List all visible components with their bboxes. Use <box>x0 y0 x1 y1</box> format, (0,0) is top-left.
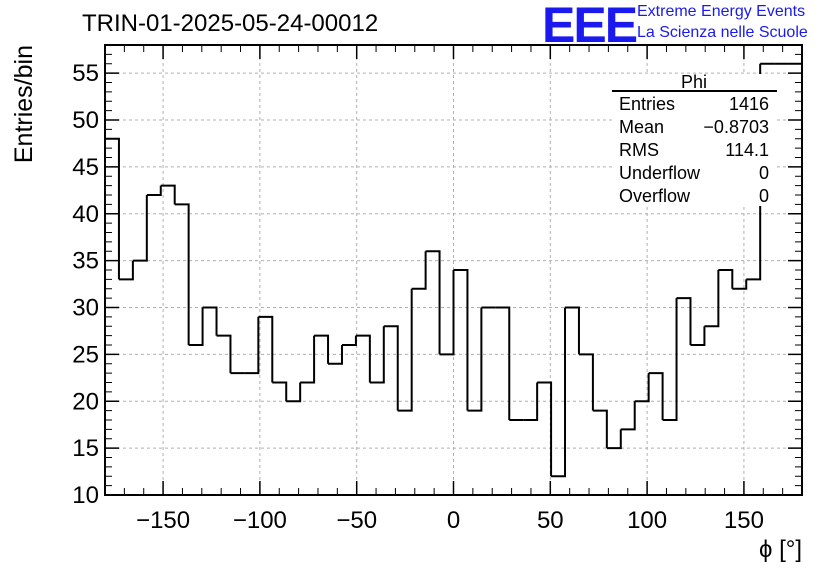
histogram-bin <box>634 373 650 403</box>
histogram-bin <box>146 185 162 196</box>
histogram-bin <box>718 269 734 289</box>
histogram-bin <box>662 298 678 421</box>
stats-box: Phi Entries 1416 Mean −0.8703 RMS 114.1 … <box>612 72 777 206</box>
histogram-bin <box>244 316 260 375</box>
y-tick-label: 40 <box>72 201 99 228</box>
histogram-bin <box>537 381 553 477</box>
histogram-bin <box>369 326 385 384</box>
histogram-bin <box>272 381 288 402</box>
chart-title: TRIN-01-2025-05-24-00012 <box>82 10 379 37</box>
x-tick-label: −150 <box>136 507 190 534</box>
x-tick-label: −50 <box>336 507 377 534</box>
stats-box-bg <box>612 74 777 206</box>
axis-ticks <box>105 45 802 496</box>
stats-name: Phi <box>681 72 707 92</box>
histogram-bin <box>495 306 511 420</box>
stats-label-underflow: Underflow <box>619 163 701 183</box>
histogram-bin <box>132 195 148 262</box>
histogram-bin <box>174 203 190 345</box>
x-tick-label: 50 <box>537 507 564 534</box>
stats-label-overflow: Overflow <box>619 186 691 206</box>
x-tick-label: 0 <box>447 507 460 534</box>
histogram-bin <box>397 288 413 412</box>
histogram-bin <box>523 382 539 421</box>
stats-label-rms: RMS <box>619 140 659 160</box>
histogram-bin <box>606 429 622 450</box>
histogram-bin <box>732 279 748 290</box>
stats-label-mean: Mean <box>619 117 664 137</box>
y-tick-label: 30 <box>72 295 99 322</box>
histogram-bin <box>592 409 608 449</box>
histogram-bin <box>453 269 469 411</box>
x-tick-label: −100 <box>233 507 287 534</box>
histogram-bin <box>439 270 455 356</box>
histogram-bin <box>160 184 176 205</box>
stats-value-underflow: 0 <box>759 163 769 183</box>
y-tick-label: 35 <box>72 248 99 275</box>
histogram-bin <box>258 315 274 383</box>
stats-label-entries: Entries <box>619 94 675 114</box>
y-tick-label: 50 <box>72 107 99 134</box>
histogram-bin <box>620 401 636 431</box>
histogram-bin <box>328 345 343 365</box>
stats-value-mean: −0.8703 <box>703 117 769 137</box>
histogram-bin <box>202 306 218 336</box>
y-tick-label: 45 <box>72 154 99 181</box>
histogram-bin <box>565 306 580 355</box>
stats-value-overflow: 0 <box>759 186 769 206</box>
stats-value-rms: 114.1 <box>725 140 769 160</box>
histogram-bin <box>690 326 706 346</box>
histogram-bin <box>286 382 302 403</box>
y-tick-label: 55 <box>72 60 99 87</box>
x-tick-label: 150 <box>724 507 764 534</box>
y-axis-label: Entries/bin <box>10 45 38 163</box>
histogram-bin <box>411 251 427 290</box>
histogram-bin <box>704 270 720 328</box>
y-tick-label: 15 <box>72 435 99 462</box>
histogram-bin <box>676 297 692 345</box>
histogram-bin <box>341 335 357 346</box>
y-tick-label: 20 <box>72 388 99 415</box>
histogram-bin <box>314 334 330 364</box>
histogram-series <box>104 62 802 495</box>
x-tick-label: 100 <box>627 507 667 534</box>
histogram-bin <box>467 307 483 412</box>
histogram-bin <box>425 250 441 355</box>
stats-value-entries: 1416 <box>729 94 769 114</box>
histogram-bin <box>578 353 594 411</box>
histogram-bin <box>118 260 134 281</box>
histogram-bin <box>383 325 399 411</box>
logo-subtitle-2: La Scienza nelle Scuole <box>637 24 808 41</box>
x-axis-label: ϕ [°] <box>759 536 802 563</box>
histogram-bin <box>216 334 232 374</box>
x-tick-labels: −150 −100 −50 0 50 100 150 <box>136 507 764 534</box>
y-tick-label: 10 <box>72 482 99 509</box>
logo-subtitle-1: Extreme Energy Events <box>637 3 806 20</box>
y-tick-label: 25 <box>72 341 99 368</box>
histogram-bin <box>551 307 567 478</box>
histogram-bin <box>188 307 204 346</box>
y-tick-labels: 10 15 20 25 30 35 40 45 50 55 <box>72 60 99 509</box>
plot-frame <box>104 44 803 496</box>
histogram-bin <box>300 335 316 384</box>
histogram-bin <box>355 334 371 383</box>
histogram-bin <box>648 372 664 420</box>
